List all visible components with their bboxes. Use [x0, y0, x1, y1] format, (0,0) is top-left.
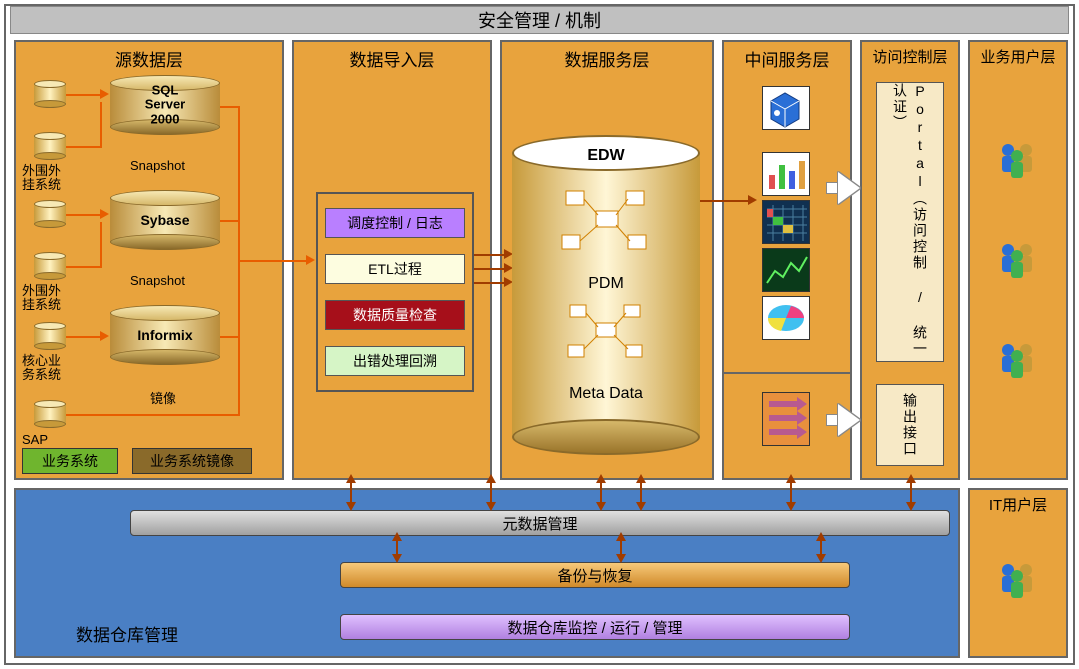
db-sybase-label: Sybase — [110, 212, 220, 228]
sap-label: SAP — [22, 432, 48, 447]
side-label-1: 外围外 挂系统 — [22, 164, 61, 193]
cube-icon — [762, 86, 810, 130]
db2-snapshot-label: Snapshot — [130, 273, 185, 288]
dw-management-title: 数据仓库管理 — [76, 621, 178, 646]
user-layer-title: 业务用户层 — [970, 42, 1066, 71]
schema-icon-2 — [562, 303, 652, 363]
streams-icon — [762, 392, 810, 446]
backup-bar: 备份与恢复 — [340, 562, 850, 588]
arr-sap — [66, 414, 240, 416]
service-layer-title: 数据服务层 — [502, 42, 712, 75]
tag-biz-mirror: 业务系统镜像 — [132, 448, 252, 474]
db-sqlserver-label: SQL Server 2000 — [110, 84, 220, 127]
side-cyl-2a — [34, 200, 66, 228]
users-icon-3 — [996, 340, 1040, 385]
pdm-label: PDM — [512, 275, 700, 293]
arr-s1b — [66, 146, 102, 148]
middle-layer-title: 中间服务层 — [724, 42, 850, 75]
portal-box: Portal（访问控制 / 统一认证） — [876, 82, 944, 362]
users-icon-1 — [996, 140, 1040, 185]
monitor-bar: 数据仓库监控 / 运行 / 管理 — [340, 614, 850, 640]
bar-chart-icon — [762, 152, 810, 196]
side-label-2: 外围外 挂系统 — [22, 284, 61, 313]
arr-s2a — [66, 214, 102, 216]
side-cyl-2b — [34, 252, 66, 280]
side-cyl-3 — [34, 322, 66, 350]
trend-icon — [762, 248, 810, 292]
side-cyl-sap — [34, 400, 66, 428]
side-cyl-1b — [34, 132, 66, 160]
side-label-3: 核心业 务系统 — [22, 354, 61, 383]
arr-s3 — [66, 336, 102, 338]
grid-icon — [762, 200, 810, 244]
tag-biz-system: 业务系统 — [22, 448, 118, 474]
db1-snapshot-label: Snapshot — [130, 158, 185, 173]
access-layer-title: 访问控制层 — [862, 42, 958, 71]
db-informix-label: Informix — [110, 327, 220, 343]
db3-mirror-label: 镜像 — [150, 388, 176, 407]
it-user-title: IT用户层 — [970, 490, 1066, 519]
output-box: 输出接口 — [876, 384, 944, 466]
side-cyl-1a — [34, 80, 66, 108]
edw-label: EDW — [512, 147, 700, 165]
db-informix: Informix — [110, 305, 220, 365]
access-arrow-2 — [838, 404, 860, 436]
security-title: 安全管理 / 机制 — [10, 6, 1069, 34]
portal-label: Portal（访问控制 / 统一认证） — [890, 83, 930, 361]
arr-s1a — [66, 94, 102, 96]
import-layer-title: 数据导入层 — [294, 42, 490, 75]
users-icon-2 — [996, 240, 1040, 285]
etl-quality: 数据质量检查 — [325, 300, 465, 330]
source-layer-title: 源数据层 — [16, 42, 282, 75]
arr-s2b — [66, 266, 102, 268]
db-sybase: Sybase — [110, 190, 220, 250]
metadata-label: Meta Data — [512, 385, 700, 403]
etl-rollback: 出错处理回溯 — [325, 346, 465, 376]
etl-process: ETL过程 — [325, 254, 465, 284]
etl-schedule: 调度控制 / 日志 — [325, 208, 465, 238]
it-users-icon — [996, 560, 1040, 605]
schema-icon-1 — [556, 187, 656, 257]
metadata-mgmt-bar: 元数据管理 — [130, 510, 950, 536]
output-label: 输出接口 — [900, 393, 920, 457]
pie-icon — [762, 296, 810, 340]
db-sqlserver: SQL Server 2000 — [110, 75, 220, 135]
edw-cylinder: EDW PDM Meta Data — [512, 135, 700, 455]
access-arrow-1 — [838, 172, 860, 204]
